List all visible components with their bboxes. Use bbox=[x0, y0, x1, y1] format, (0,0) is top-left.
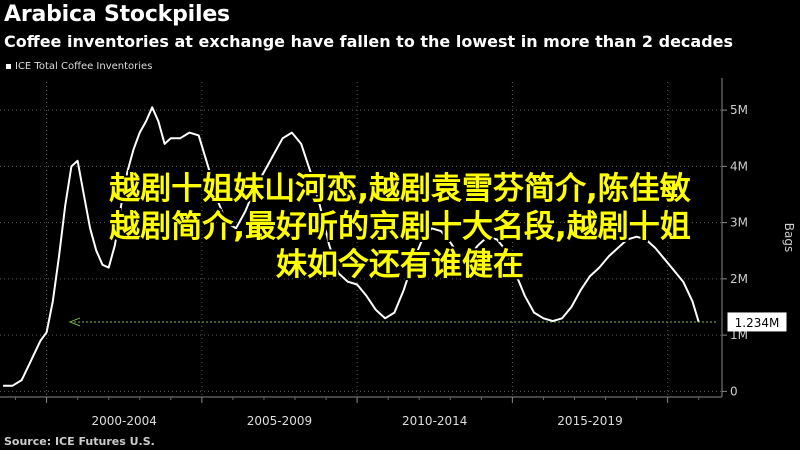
y-tick-label: 4M bbox=[730, 159, 748, 173]
y-tick-label: 2M bbox=[730, 272, 748, 286]
series-line bbox=[3, 106, 700, 387]
y-tick-label: 5M bbox=[730, 103, 748, 117]
last-value-label: 1.234M bbox=[735, 316, 780, 330]
series-layer bbox=[3, 106, 700, 387]
x-tick-label: 2005-2009 bbox=[247, 414, 312, 428]
y-axis-label: Bags bbox=[782, 223, 796, 252]
legend-swatch bbox=[6, 64, 11, 69]
legend-label: ICE Total Coffee Inventories bbox=[15, 61, 153, 72]
source-note: Source: ICE Futures U.S. bbox=[4, 435, 155, 448]
y-tick-label: 0 bbox=[730, 384, 738, 398]
x-tick-label: 2010-2014 bbox=[402, 414, 467, 428]
last-value-box bbox=[727, 312, 787, 332]
chart-subtitle: Coffee inventories at exchange have fall… bbox=[4, 32, 734, 51]
y-tick-labels: 0 1M 2M 3M 4M 5M bbox=[730, 103, 748, 398]
last-value-arrow bbox=[68, 317, 81, 327]
x-tick-labels: 2000-2004 2005-2009 2010-2014 2015-2019 bbox=[92, 414, 623, 428]
last-value-marker: 1.234M bbox=[68, 312, 787, 332]
y-tick-label: 1M bbox=[730, 328, 748, 342]
legend: ICE Total Coffee Inventories bbox=[6, 61, 152, 72]
x-tick-label: 2015-2019 bbox=[557, 414, 622, 428]
grid-layer bbox=[0, 78, 727, 403]
y-tick-label: 3M bbox=[730, 216, 748, 230]
chart-title: Arabica Stockpiles bbox=[4, 2, 230, 27]
x-tick-label: 2000-2004 bbox=[92, 414, 157, 428]
